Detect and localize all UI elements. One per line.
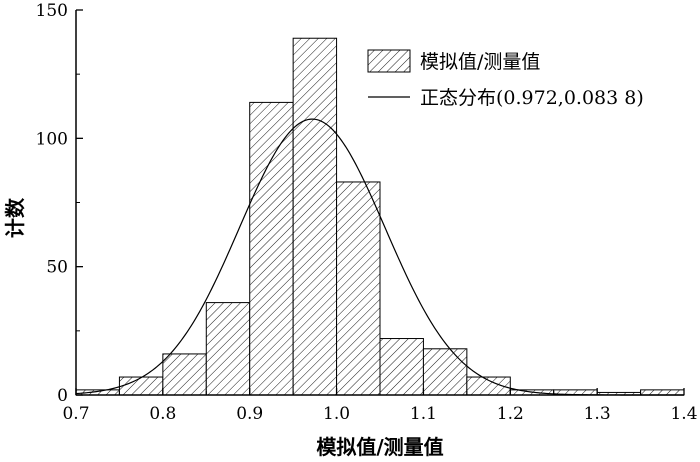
histogram-bar (162, 353, 207, 396)
x-tick-label: 0.8 (149, 404, 176, 424)
x-axis-ticks: 0.7 0.8 0.9 1.0 1.1 1.2 1.3 1.4 (62, 388, 698, 424)
y-tick-label: 150 (36, 1, 68, 21)
legend-label-normal: 正态分布(0.972,0.083 8) (420, 87, 644, 109)
legend: 模拟值/测量值 正态分布(0.972,0.083 8) (367, 49, 644, 109)
histogram-bars (75, 37, 685, 396)
x-tick-label: 0.7 (62, 404, 89, 424)
y-axis-title: 计数 (3, 197, 27, 238)
x-tick-label: 1.3 (584, 404, 611, 424)
histogram-bar (379, 338, 424, 396)
histogram-bar (336, 181, 381, 396)
legend-label-histogram: 模拟值/测量值 (420, 51, 540, 73)
legend-swatch-histogram (367, 49, 411, 73)
x-tick-label: 1.2 (497, 404, 524, 424)
histogram-bar (205, 302, 251, 396)
x-tick-label: 1.4 (670, 404, 697, 424)
histogram-bar (292, 37, 338, 396)
histogram-bar (75, 389, 120, 396)
histogram-bar (249, 101, 294, 396)
y-tick-label: 100 (36, 129, 68, 149)
histogram-bar (118, 376, 164, 396)
x-tick-label: 1.0 (323, 404, 350, 424)
histogram-bar (640, 389, 685, 396)
y-tick-label: 0 (57, 386, 68, 406)
y-tick-label: 50 (46, 258, 68, 278)
x-axis-title: 模拟值/测量值 (316, 435, 443, 459)
histogram-bar (422, 348, 468, 396)
x-tick-label: 1.1 (410, 404, 437, 424)
x-tick-label: 0.9 (236, 404, 263, 424)
y-axis-ticks: 0 50 100 150 (36, 1, 83, 406)
